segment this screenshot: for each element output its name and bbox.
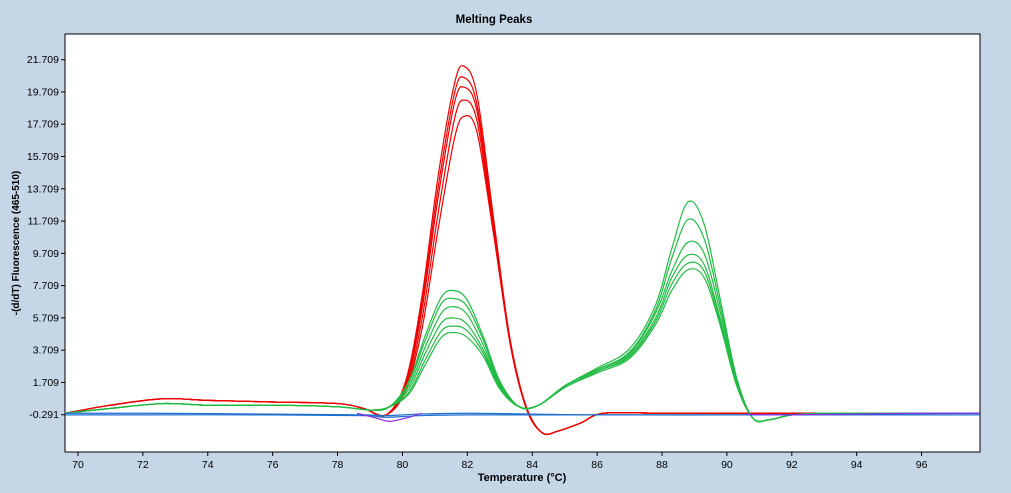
x-tick-label: 90: [721, 459, 733, 471]
x-tick-label: 70: [72, 459, 84, 471]
y-tick-label: 13.709: [27, 183, 59, 195]
x-axis-label: Temperature (°C): [478, 472, 567, 484]
x-tick-label: 82: [461, 459, 473, 471]
y-tick-label: 3.709: [33, 345, 59, 357]
y-axis: -0.291 1.709 3.709 5.709 7.709 9.709 11.709 13.…: [27, 54, 65, 421]
y-tick-label: 7.709: [33, 280, 59, 292]
x-tick-label: 94: [851, 459, 863, 471]
x-tick-label: 72: [137, 459, 149, 471]
y-tick-label: -0.291: [29, 409, 59, 421]
x-tick-label: 86: [591, 459, 603, 471]
y-tick-label: 11.709: [28, 216, 59, 228]
x-axis: 70 72 74 76 78 80 82 84 86 88 90 92 94 96: [72, 452, 928, 471]
series-layer: [64, 65, 981, 436]
series-line-red-4: [64, 115, 980, 436]
y-tick-label: 19.709: [27, 86, 59, 98]
y-axis-label: -(d/dT) Fluorescence (465-510): [11, 171, 22, 315]
x-tick-label: 96: [916, 459, 928, 471]
y-tick-label: 15.709: [27, 151, 59, 163]
series-line-purple-14: [746, 412, 981, 416]
plot-area: [64, 33, 981, 453]
y-tick-label: 5.709: [33, 312, 59, 324]
y-tick-label: 9.709: [33, 248, 59, 260]
x-tick-label: 92: [786, 459, 798, 471]
chart-title: Melting Peaks: [456, 14, 533, 26]
y-tick-label: 1.709: [33, 377, 59, 389]
y-tick-label: 17.709: [27, 119, 59, 131]
x-tick-label: 88: [656, 459, 668, 471]
x-tick-label: 74: [202, 459, 214, 471]
x-tick-label: 84: [526, 459, 538, 471]
series-line-green-10: [64, 268, 980, 422]
y-tick-label: 21.709: [27, 54, 59, 66]
x-tick-label: 80: [397, 459, 409, 471]
series-line-purple-13: [356, 412, 423, 422]
x-tick-label: 78: [332, 459, 344, 471]
x-tick-label: 76: [267, 459, 279, 471]
